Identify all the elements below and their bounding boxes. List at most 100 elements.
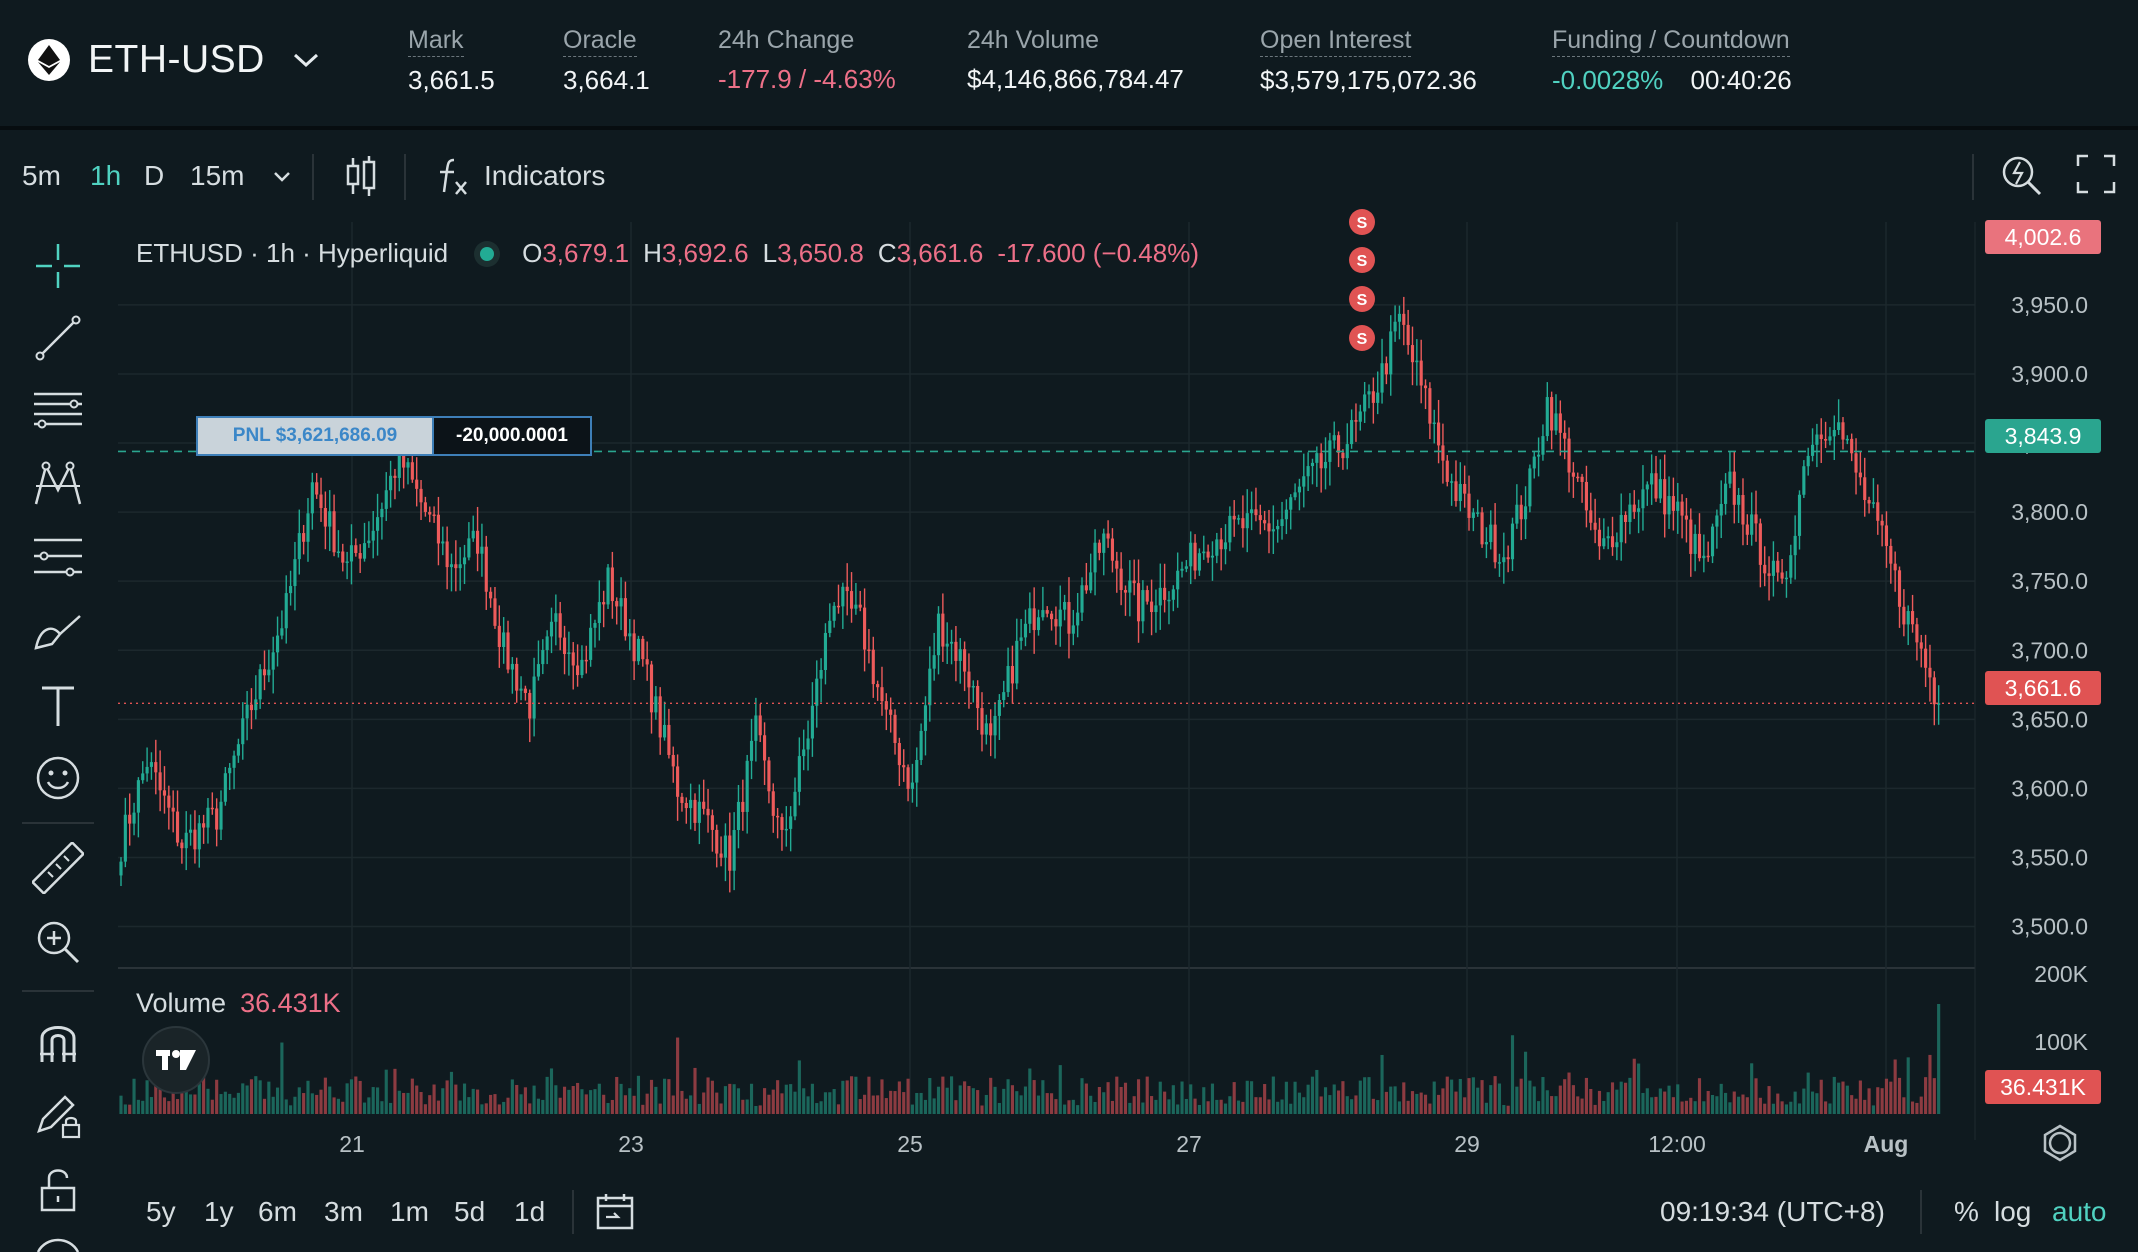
candle-body — [1937, 703, 1941, 705]
candle-body — [1484, 542, 1488, 545]
candles-icon[interactable] — [344, 154, 378, 198]
crosshair-tool[interactable] — [28, 238, 88, 294]
candle-body — [1754, 514, 1758, 524]
range-5d[interactable]: 5d — [454, 1196, 486, 1227]
volume-bar — [806, 1096, 810, 1114]
text-tool[interactable] — [28, 678, 88, 734]
sell-marker[interactable] — [1349, 325, 1375, 351]
position-pnl-tag[interactable]: PNL $3,621,686.09 -20,000.0001 — [196, 416, 592, 456]
visibility-tool[interactable] — [28, 1226, 88, 1252]
fullscreen-icon[interactable] — [2076, 154, 2116, 194]
candle-body — [1071, 625, 1075, 634]
candle-body — [1215, 539, 1219, 556]
volume-bar — [1924, 1077, 1928, 1114]
stat-open-interest: Open Interest $3,579,175,072.36 — [1260, 26, 1477, 96]
timeframe-chevron-down-icon[interactable] — [272, 170, 292, 184]
range-3m[interactable]: 3m — [324, 1196, 363, 1227]
candle-body — [1532, 456, 1536, 469]
range-5y[interactable]: 5y — [146, 1196, 176, 1227]
emoji-tool[interactable] — [28, 750, 88, 806]
settings-gear-icon[interactable] — [2048, 1131, 2072, 1155]
timeframe-1h[interactable]: 1h — [90, 160, 122, 191]
volume-bar — [671, 1095, 675, 1114]
volume-bar — [989, 1077, 993, 1114]
quick-search-icon[interactable] — [2000, 152, 2044, 198]
range-1m[interactable]: 1m — [390, 1196, 429, 1227]
oi-label[interactable]: Open Interest — [1260, 26, 1412, 57]
volume-bar — [1815, 1093, 1819, 1114]
timeframe-15m[interactable]: 15m — [190, 160, 245, 191]
tradingview-logo[interactable] — [142, 1026, 210, 1094]
zoom-in-tool[interactable] — [28, 914, 88, 970]
range-6m[interactable]: 6m — [258, 1196, 297, 1227]
timeframe-d[interactable]: D — [144, 160, 165, 191]
percent-scale-button[interactable]: % — [1954, 1196, 1979, 1227]
volume-bar — [1619, 1081, 1623, 1114]
oracle-label[interactable]: Oracle — [563, 26, 637, 57]
candle-body — [815, 678, 819, 706]
legend-c-label: C — [877, 238, 897, 268]
settings-gear-icon[interactable] — [2043, 1124, 2077, 1162]
candle-body — [1136, 583, 1141, 622]
volume-bar — [1806, 1072, 1810, 1114]
candle-body — [245, 704, 249, 719]
volume-bar — [1245, 1080, 1249, 1114]
candle-body — [1097, 542, 1101, 553]
volume-bar — [602, 1094, 606, 1114]
volume-bar — [858, 1099, 862, 1114]
pattern-tool[interactable] — [28, 456, 88, 512]
ruler-tool[interactable] — [28, 840, 88, 896]
log-scale-button[interactable]: log — [1994, 1196, 2032, 1227]
candle-body — [1563, 432, 1567, 439]
sell-marker[interactable] — [1349, 286, 1375, 312]
symbol-selector[interactable]: ETH-USD — [28, 38, 319, 82]
lock-drawing-tool[interactable] — [28, 1088, 88, 1144]
candle-body — [202, 823, 206, 828]
volume-bar — [845, 1080, 849, 1114]
volume-bar — [389, 1102, 393, 1114]
projection-tool[interactable] — [28, 528, 88, 584]
funding-label[interactable]: Funding / Countdown — [1552, 26, 1790, 57]
mark-label[interactable]: Mark — [408, 26, 464, 57]
volume-bar — [1854, 1098, 1858, 1114]
time-readout[interactable]: 09:19:34 (UTC+8) — [1660, 1196, 1885, 1227]
indicators-button[interactable]: Indicators — [436, 154, 605, 198]
magnet-tool[interactable] — [28, 1014, 88, 1070]
volume-bar — [271, 1096, 275, 1114]
volume-bar — [1763, 1103, 1767, 1114]
candle-body — [767, 760, 771, 792]
volume-bar — [1789, 1101, 1793, 1114]
brush-tool[interactable] — [28, 604, 88, 660]
sell-marker-label: S — [1357, 253, 1368, 270]
candle-body — [428, 511, 432, 515]
sell-marker[interactable] — [1349, 209, 1375, 235]
candle-body — [175, 811, 180, 843]
candle-body — [228, 767, 232, 774]
volume-legend-label: Volume — [136, 988, 227, 1018]
lock-tool[interactable] — [28, 1162, 88, 1218]
volume-bar — [1202, 1087, 1206, 1114]
timeframe-5m[interactable]: 5m — [22, 160, 61, 191]
range-1d[interactable]: 1d — [514, 1196, 546, 1227]
candle-body — [1332, 435, 1336, 441]
mark-value: 3,661.5 — [408, 65, 495, 95]
range-1y[interactable]: 1y — [204, 1196, 234, 1227]
auto-scale-button[interactable]: auto — [2052, 1196, 2107, 1227]
candle-body — [1915, 624, 1919, 643]
candle-body — [149, 762, 154, 767]
trend-line-tool[interactable] — [28, 310, 88, 366]
volume-bar — [1680, 1101, 1684, 1114]
candle-body — [545, 636, 549, 651]
candle-body — [884, 701, 888, 710]
candle-body — [1145, 590, 1149, 602]
calendar-range-icon[interactable] — [594, 1192, 636, 1232]
sell-marker[interactable] — [1349, 247, 1375, 273]
volume-bar — [323, 1077, 327, 1114]
fib-tool[interactable] — [28, 382, 88, 438]
volume-bar — [693, 1067, 697, 1114]
candle-body — [1458, 483, 1462, 502]
volume-bar — [136, 1099, 140, 1114]
volume-bar — [802, 1088, 806, 1114]
candle-body — [1806, 455, 1810, 467]
